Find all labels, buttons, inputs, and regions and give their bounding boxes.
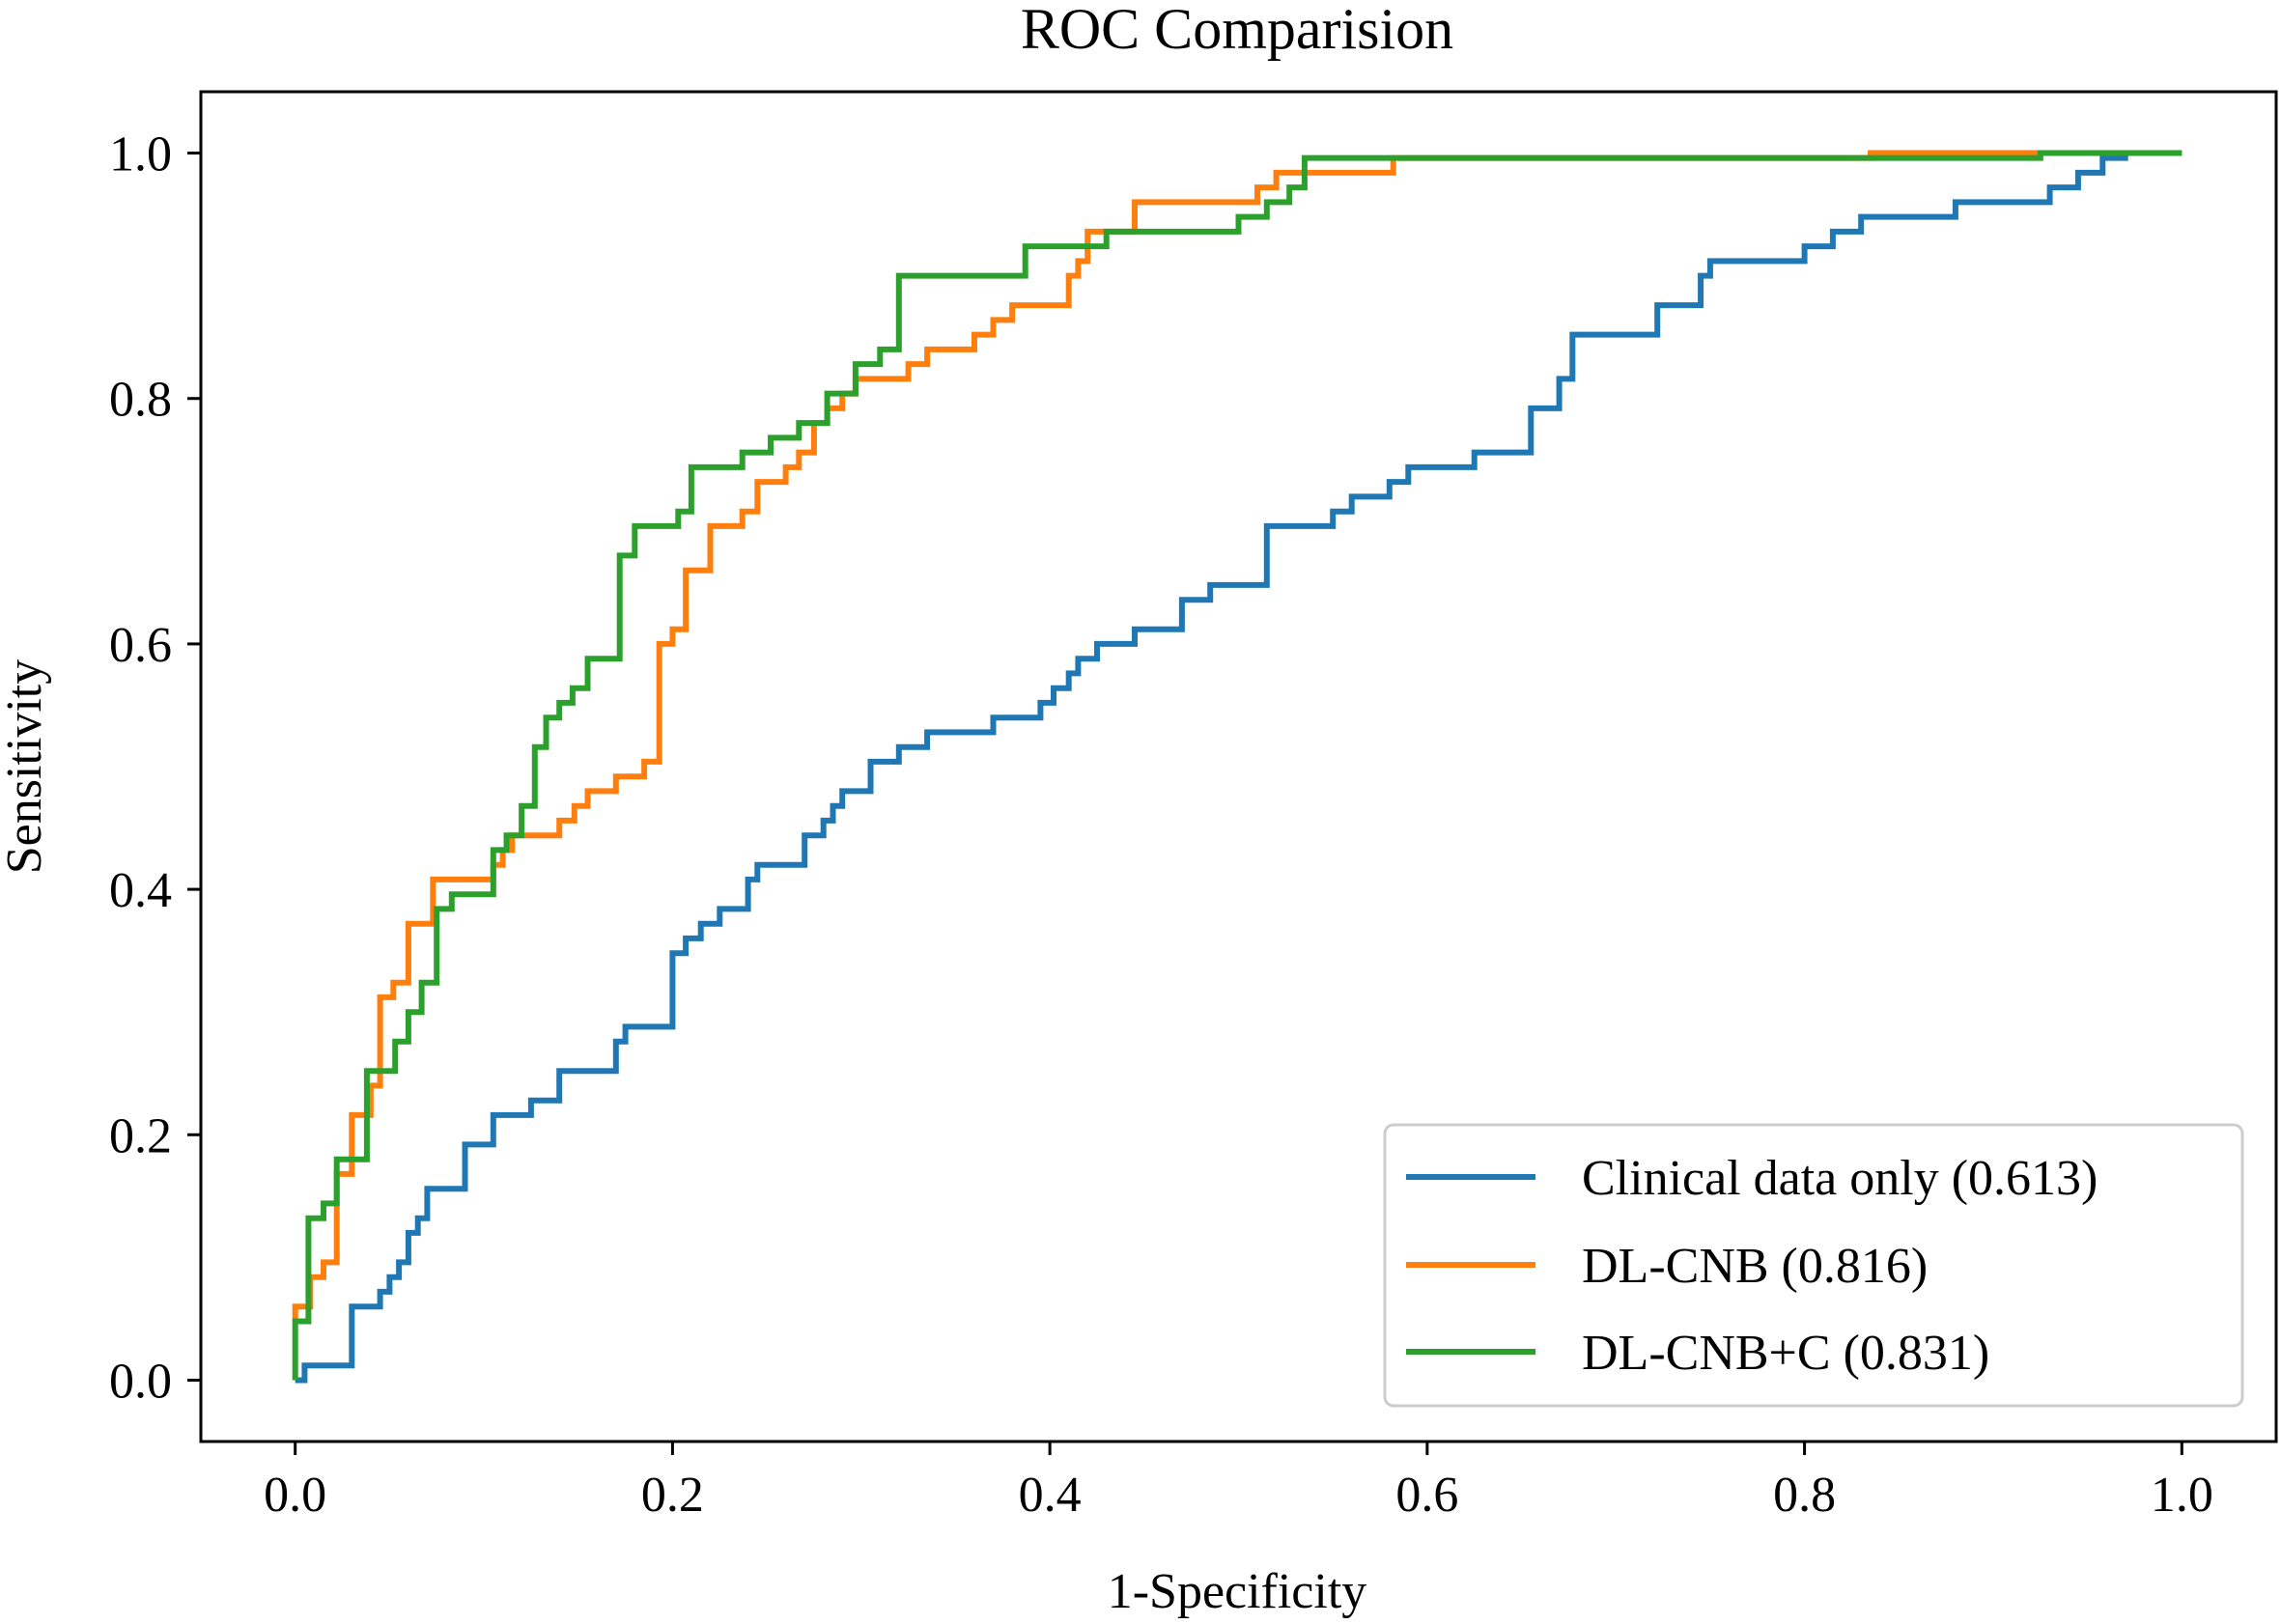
y-tick-label: 0.8 (109, 373, 172, 428)
legend-label: DL-CNB (0.816) (1582, 1239, 1928, 1294)
y-tick-label: 0.4 (109, 863, 172, 918)
plot-frame (199, 90, 2278, 1443)
plot-area (199, 90, 2278, 1443)
legend-box (1383, 1123, 2244, 1408)
legend: Clinical data only (0.613) DL-CNB (0.816)… (1383, 1123, 2244, 1408)
x-axis: 0.0 0.2 0.4 0.6 0.8 1.0 (264, 1442, 2213, 1523)
chart-title: ROC Comparision (1021, 0, 1453, 61)
x-tick-label: 0.8 (1773, 1468, 1836, 1523)
series-line-3 (292, 150, 2182, 1381)
y-axis-label: Sensitivity (0, 659, 52, 874)
x-tick-label: 0.4 (1019, 1468, 1082, 1523)
x-axis-label: 1-Specificity (1108, 1564, 1367, 1619)
y-tick-label: 0.2 (109, 1108, 172, 1163)
y-tick-label: 0.6 (109, 618, 172, 673)
x-tick-label: 0.2 (641, 1468, 704, 1523)
y-tick-label: 0.0 (109, 1354, 172, 1409)
x-tick-label: 0.6 (1395, 1468, 1458, 1523)
series-line-1 (295, 150, 2182, 1384)
x-tick-label: 0.0 (264, 1468, 326, 1523)
legend-label: DL-CNB+C (0.831) (1582, 1326, 1989, 1381)
x-tick-label: 1.0 (2151, 1468, 2213, 1523)
y-tick-label: 1.0 (109, 127, 172, 182)
y-axis: 0.0 0.2 0.4 0.6 0.8 1.0 (109, 127, 201, 1409)
legend-label: Clinical data only (0.613) (1582, 1151, 2098, 1206)
series-line-2 (292, 150, 2182, 1322)
